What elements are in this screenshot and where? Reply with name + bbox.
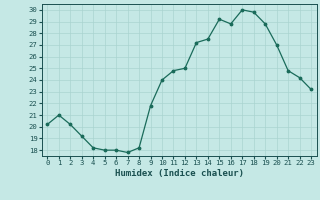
X-axis label: Humidex (Indice chaleur): Humidex (Indice chaleur) <box>115 169 244 178</box>
